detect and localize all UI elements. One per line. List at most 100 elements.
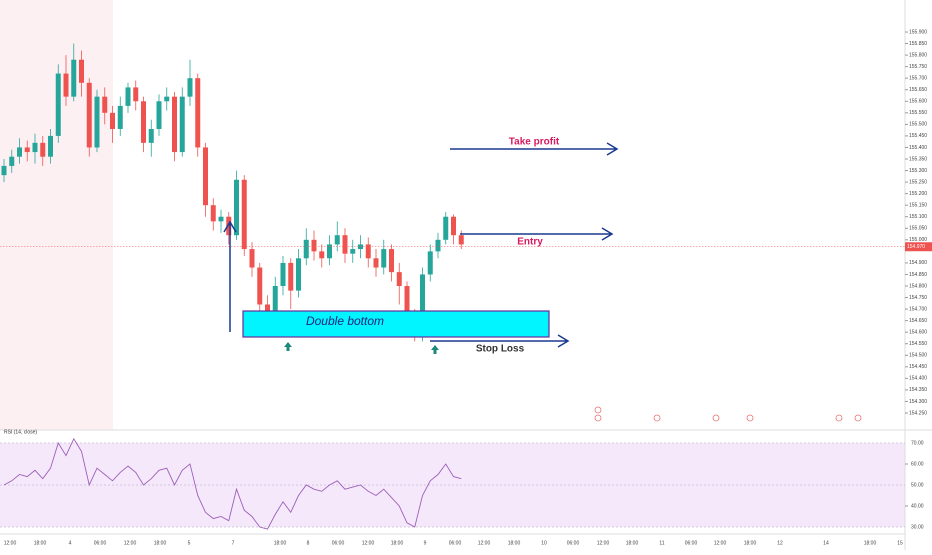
y-tick-label: 154.500	[909, 353, 927, 359]
y-tick-label: 154.650	[909, 318, 927, 324]
x-tick-label: 12:00	[362, 540, 375, 546]
y-tick-label: 155.050	[909, 226, 927, 232]
x-tick-label: 06:00	[567, 540, 580, 546]
y-tick-label: 155.650	[909, 87, 927, 93]
low-marker	[284, 342, 292, 351]
candle-body	[195, 78, 201, 148]
rsi-tick-label: 40.00	[911, 503, 924, 509]
candle-body	[303, 239, 309, 259]
candle-body	[40, 142, 46, 157]
up-arrow	[223, 220, 237, 332]
candle-body	[1, 165, 7, 176]
candle-body	[443, 216, 449, 240]
candle-body	[164, 96, 170, 102]
y-tick-label: 155.700	[909, 76, 927, 82]
candle-body	[48, 135, 53, 157]
x-tick-label: 8	[307, 540, 310, 546]
pattern-label: Double bottom	[306, 314, 384, 328]
candle-body	[327, 244, 332, 259]
arrows	[223, 142, 619, 348]
candle-body	[110, 112, 115, 129]
x-tick-label: 18:00	[864, 540, 877, 546]
entry-label: Entry	[517, 237, 543, 248]
x-tick-label: 18:00	[391, 540, 404, 546]
y-tick-label: 154.300	[909, 399, 927, 405]
event-icons	[594, 406, 862, 422]
y-tick-label: 154.250	[909, 410, 927, 416]
event-icon	[594, 406, 602, 414]
y-tick-label: 154.900	[909, 260, 927, 266]
candle-body	[288, 262, 294, 291]
x-tick-label: 18:00	[154, 540, 167, 546]
x-tick-label: 06:00	[449, 540, 462, 546]
y-tick-label: 155.200	[909, 191, 927, 197]
take-profit-label: Take profit	[509, 137, 560, 148]
candle-body	[280, 262, 286, 286]
event-icon	[594, 414, 602, 422]
y-tick-label: 154.700	[909, 306, 927, 312]
rsi-tick-label: 30.00	[911, 524, 924, 530]
candle-body	[381, 249, 387, 268]
candle-body	[249, 249, 255, 268]
candle-body	[365, 244, 371, 259]
candle-body	[420, 274, 425, 337]
session-shade	[0, 0, 113, 430]
x-tick-label: 12:00	[124, 540, 137, 546]
candle-body	[451, 216, 456, 236]
x-tick-label: 9	[424, 540, 427, 546]
candle-body	[156, 101, 162, 129]
y-tick-label: 154.750	[909, 295, 927, 301]
candle-body	[117, 105, 123, 129]
y-tick-label: 154.450	[909, 364, 927, 370]
x-tick-label: 14	[823, 540, 829, 546]
candle-body	[241, 179, 247, 250]
rsi-tick-label: 70.00	[911, 440, 924, 446]
candle-body	[435, 239, 441, 252]
candle-body	[55, 73, 61, 136]
candle-body	[133, 87, 139, 102]
candle-body	[342, 235, 348, 254]
x-tick-label: 18:00	[744, 540, 757, 546]
y-tick-label: 154.550	[909, 341, 927, 347]
y-tick-label: 155.600	[909, 99, 927, 105]
x-tick-label: 10	[541, 540, 547, 546]
rsi-line	[3, 437, 462, 530]
candle-body	[427, 251, 433, 275]
candle-body	[17, 147, 22, 157]
double-bottom-box	[242, 310, 550, 338]
candle-body	[296, 258, 301, 291]
candle-body	[311, 239, 317, 252]
candle-body	[94, 96, 100, 148]
event-icon	[835, 414, 843, 422]
low-marker	[431, 345, 439, 354]
y-tick-label: 155.750	[909, 64, 927, 70]
y-tick-label: 155.800	[909, 52, 927, 58]
y-tick-label: 154.800	[909, 283, 927, 289]
y-tick-label: 154.350	[909, 387, 927, 393]
last-price-label: 154.970	[907, 244, 925, 250]
x-tick-label: 4	[69, 540, 72, 546]
candle-body	[24, 147, 30, 153]
x-tick-label: 12:00	[478, 540, 491, 546]
y-tick-label: 155.500	[909, 122, 927, 128]
candle-body	[396, 272, 402, 286]
take-profit-arrow	[450, 142, 619, 156]
y-tick-label: 155.000	[909, 237, 927, 243]
x-tick-label: 12:00	[4, 540, 17, 546]
rsi-tick-label: 50.00	[911, 482, 924, 488]
candle-body	[265, 304, 270, 314]
x-tick-label: 15	[897, 540, 903, 546]
y-tick-label: 155.450	[909, 133, 927, 139]
entry-arrow	[460, 227, 614, 241]
y-tick-label: 154.400	[909, 376, 927, 382]
candle-body	[148, 128, 154, 143]
event-icon	[712, 414, 720, 422]
candle-body	[210, 205, 216, 222]
x-tick-label: 12:00	[597, 540, 610, 546]
y-tick-label: 154.600	[909, 330, 927, 336]
x-tick-label: 18:00	[508, 540, 521, 546]
candle-body	[319, 251, 325, 259]
rsi-title: RSI (14, close)	[4, 429, 37, 435]
y-tick-label: 155.900	[909, 29, 927, 35]
last-price-box	[905, 242, 932, 252]
